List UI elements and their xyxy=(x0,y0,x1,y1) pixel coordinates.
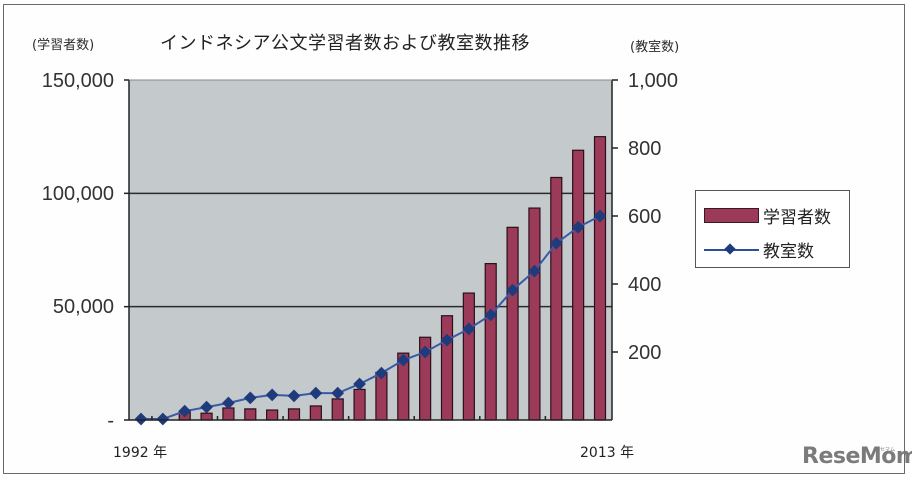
x-start-label: 1992 年 xyxy=(113,445,168,461)
left-tick-50000: 50,000 xyxy=(52,296,114,318)
diamond-marker xyxy=(222,396,235,410)
bar xyxy=(506,226,519,421)
diamond-marker xyxy=(331,386,345,400)
left-axis-unit: (学習者数) xyxy=(32,38,95,53)
right-tick-200: 200 xyxy=(628,342,662,364)
bar xyxy=(550,176,563,421)
diamond-marker xyxy=(506,283,519,297)
left-tick-150000: 150,000 xyxy=(41,70,114,92)
learners-bars xyxy=(178,136,607,421)
bar xyxy=(309,405,322,421)
x-end-label: 2013 年 xyxy=(580,445,635,461)
diamond-marker xyxy=(156,412,170,426)
bar xyxy=(244,408,257,421)
bar xyxy=(353,388,366,421)
left-tick-100000: 100,000 xyxy=(41,183,114,205)
diamond-marker xyxy=(287,389,301,403)
bar xyxy=(572,149,585,421)
diamond-marker xyxy=(200,400,213,414)
left-tick-0: - xyxy=(107,410,114,432)
bar xyxy=(484,263,497,421)
bar-swatch-icon xyxy=(704,208,759,223)
legend-label-learners: 学習者数 xyxy=(763,208,831,228)
diamond-marker xyxy=(375,366,388,380)
diamond-marker xyxy=(309,386,323,400)
right-tick-800: 800 xyxy=(628,138,662,160)
classrooms-line xyxy=(141,215,601,420)
legend: 学習者数 教室数 xyxy=(695,190,850,268)
diamond-marker xyxy=(440,333,454,347)
right-tick-600: 600 xyxy=(628,206,662,228)
bar xyxy=(462,292,475,421)
legend-label-classrooms: 教室数 xyxy=(763,242,814,262)
diamond-marker xyxy=(265,388,279,402)
bar xyxy=(375,371,388,421)
bar xyxy=(266,409,279,421)
resemom-logo: ReseMom xyxy=(802,444,912,469)
bar xyxy=(222,407,235,421)
diamond-marker xyxy=(134,412,148,426)
diamond-marker xyxy=(484,308,498,322)
bar xyxy=(331,398,344,421)
bar xyxy=(287,408,301,421)
bar xyxy=(200,412,213,421)
chart-title: インドネシア公文学習者数および教室数推移 xyxy=(160,33,530,54)
right-tick-400: 400 xyxy=(628,274,662,296)
bar xyxy=(528,207,541,421)
legend-item-learners: 学習者数 xyxy=(704,203,831,228)
diamond-marker xyxy=(243,391,257,405)
bar xyxy=(440,315,454,421)
bar xyxy=(593,136,607,421)
diamond-marker xyxy=(178,404,192,418)
diamond-marker xyxy=(353,377,366,391)
line-diamond-marker-icon xyxy=(704,242,759,257)
legend-item-classrooms: 教室数 xyxy=(704,237,814,262)
diamond-marker xyxy=(396,353,410,367)
resemom-logo-kana: リセマム xyxy=(875,447,896,453)
right-axis-unit: (教室数) xyxy=(630,40,680,55)
right-tick-1000: 1,000 xyxy=(628,70,679,92)
plot-axes xyxy=(124,79,618,421)
diamond-marker xyxy=(462,322,476,336)
diamond-marker xyxy=(418,345,432,359)
